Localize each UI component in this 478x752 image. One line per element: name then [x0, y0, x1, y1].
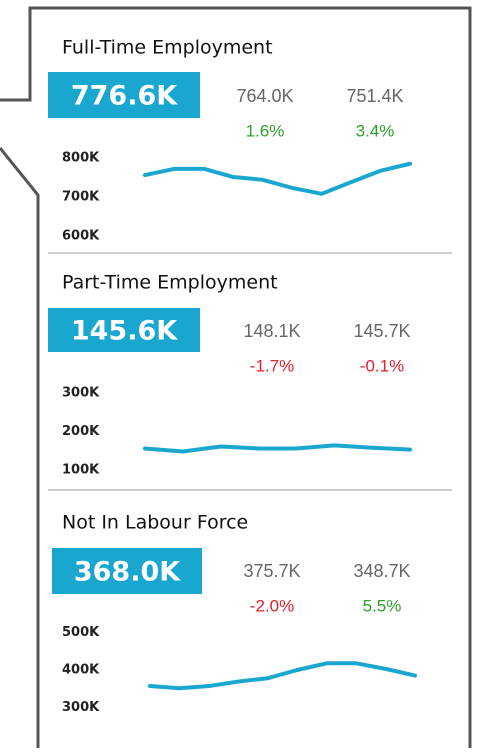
comparison-change: 5.5% — [363, 596, 402, 615]
kpi-value: 368.0K — [74, 557, 181, 588]
comparison-value: 751.4K — [346, 86, 403, 106]
comparison-value: 145.7K — [353, 321, 410, 341]
y-tick-label: 800K — [62, 150, 100, 165]
y-tick-label: 100K — [62, 463, 100, 478]
y-tick-label: 400K — [62, 663, 100, 678]
comparison-value: 348.7K — [353, 561, 410, 581]
y-tick-label: 200K — [62, 424, 100, 439]
panel-title: Full-Time Employment — [62, 37, 273, 59]
panel-title: Not In Labour Force — [62, 512, 248, 534]
y-tick-label: 300K — [62, 386, 100, 401]
y-tick-label: 600K — [62, 229, 100, 244]
comparison-change: 3.4% — [356, 121, 395, 140]
kpi-box — [48, 308, 200, 352]
comparison-value: 148.1K — [243, 321, 300, 341]
comparison-change: -1.7% — [250, 356, 294, 375]
y-tick-label: 700K — [62, 189, 100, 204]
panel-title: Part-Time Employment — [62, 272, 278, 294]
sparkline — [143, 443, 412, 454]
y-tick-label: 500K — [62, 625, 100, 640]
comparison-value: 375.7K — [243, 561, 300, 581]
comparison-value: 764.0K — [236, 86, 293, 106]
comparison-change: -0.1% — [360, 356, 404, 375]
kpi-value: 145.6K — [71, 316, 178, 347]
sparkline — [148, 661, 417, 691]
kpi-box — [52, 548, 202, 594]
comparison-change: 1.6% — [246, 121, 285, 140]
comparison-change: -2.0% — [250, 596, 294, 615]
card-border — [0, 6, 472, 748]
kpi-value: 776.6K — [71, 81, 178, 112]
kpi-box — [48, 72, 200, 118]
y-tick-label: 300K — [62, 700, 100, 715]
sparkline — [143, 161, 412, 196]
card-border — [0, 147, 40, 748]
